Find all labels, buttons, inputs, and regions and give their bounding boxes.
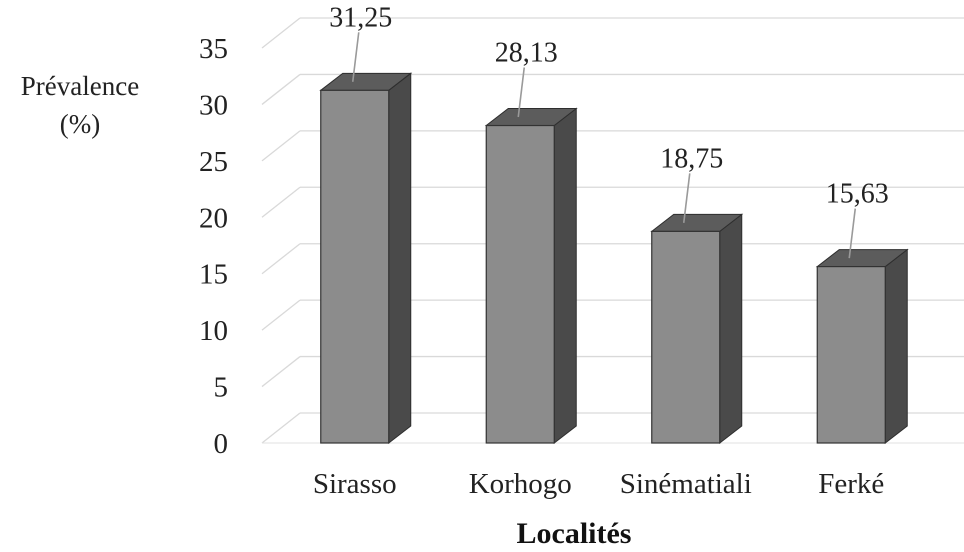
leader-line [517, 67, 526, 118]
bar-side [884, 248, 908, 445]
data-label-leaders [351, 32, 857, 259]
gridline-depth [261, 73, 301, 105]
bar [485, 124, 555, 444]
leader-line [848, 208, 857, 259]
y-axis-label-line-2: (%) [60, 109, 100, 139]
gridline-depth [261, 299, 301, 331]
x-category-label: Ferké [818, 468, 884, 500]
gridline-depth [261, 186, 301, 218]
bar [816, 266, 886, 444]
y-tick-label: 35 [199, 33, 228, 65]
data-label: 18,75 [660, 143, 723, 174]
y-axis-label-line-1: Prévalence [21, 71, 139, 101]
gridline-depth [261, 130, 301, 162]
bar [320, 89, 390, 444]
gridline-depth [261, 356, 301, 388]
x-category-label: Sinématiali [620, 468, 752, 500]
y-tick-label: 25 [199, 146, 228, 178]
x-category-label: Sirasso [313, 468, 397, 500]
data-label: 15,63 [826, 179, 889, 210]
gridline-depth [261, 243, 301, 275]
gridline-depth [261, 412, 301, 444]
bar-side [388, 72, 412, 445]
gridline-depth [261, 17, 301, 49]
bar [651, 230, 721, 444]
x-axis-label: Localités [517, 517, 632, 550]
y-axis-ticks: 0 5 10 15 20 25 30 35 [199, 33, 228, 460]
bars [319, 72, 909, 445]
bar-side [719, 213, 743, 445]
x-axis-categories: Sirasso Korhogo Sinématiali Ferké [313, 468, 884, 500]
y-tick-label: 15 [199, 259, 228, 291]
leader-line [682, 173, 691, 223]
y-tick-label: 10 [199, 315, 228, 347]
leader-line [351, 32, 360, 82]
data-label: 31,25 [329, 2, 392, 33]
data-label: 28,13 [495, 38, 558, 69]
data-labels: 31,25 28,13 18,75 15,63 [329, 2, 889, 209]
y-tick-label: 0 [214, 428, 229, 460]
y-tick-label: 5 [214, 372, 229, 404]
x-category-label: Korhogo [469, 468, 572, 500]
y-tick-label: 20 [199, 202, 228, 234]
y-tick-label: 30 [199, 89, 228, 121]
bar-side [553, 107, 577, 445]
